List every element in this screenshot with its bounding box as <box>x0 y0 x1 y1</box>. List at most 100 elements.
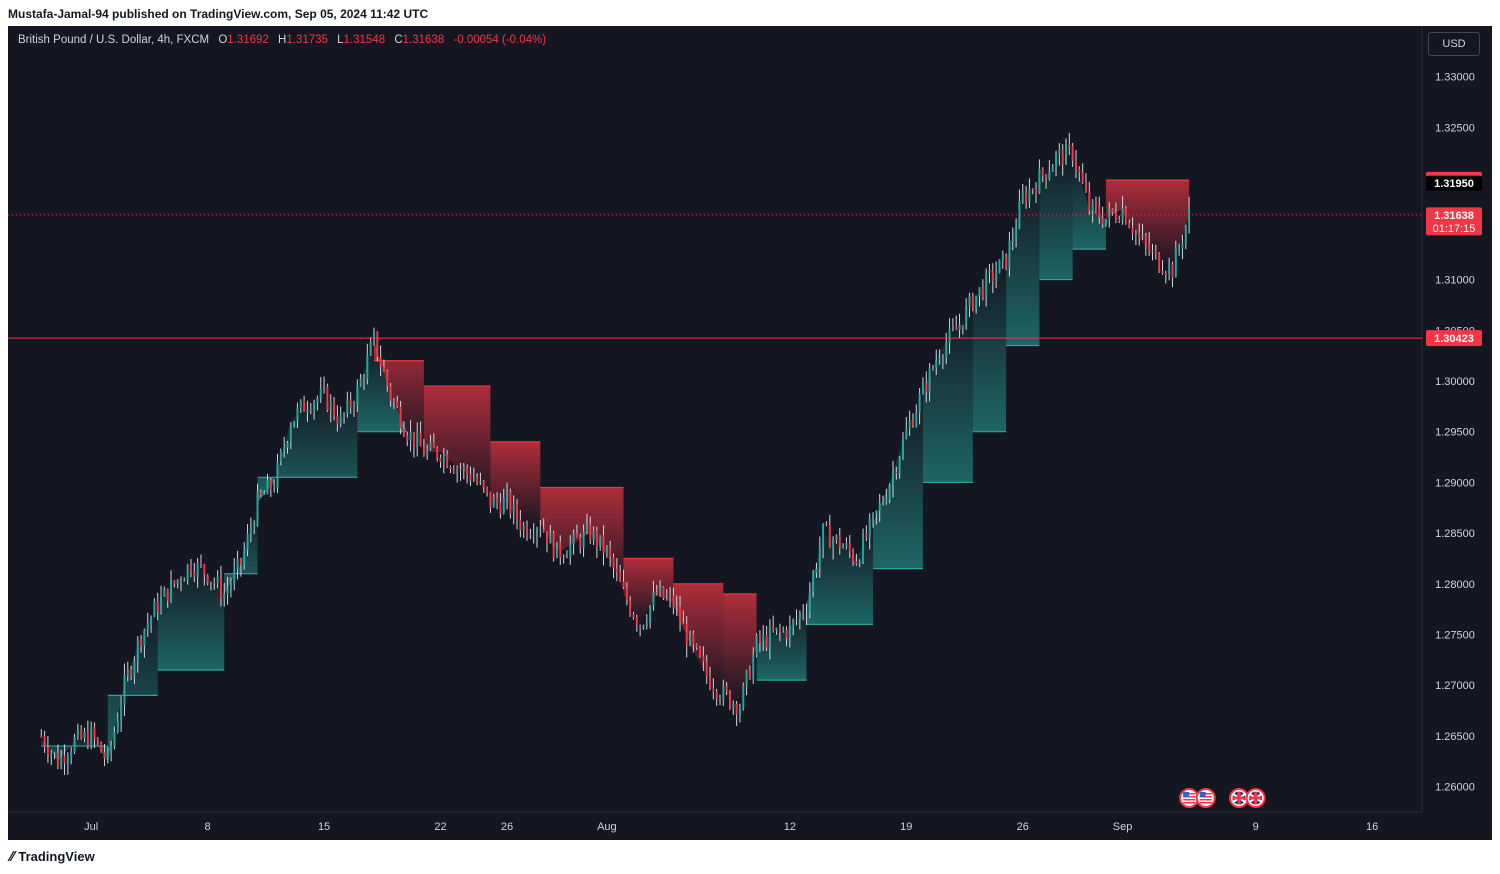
candle-up <box>569 543 572 557</box>
candle-down <box>735 703 738 715</box>
candle-down <box>1074 160 1077 170</box>
currency-button[interactable]: USD <box>1428 32 1480 56</box>
close-value: 1.31638 <box>402 34 445 46</box>
price-axis-label: 1.31950 <box>1434 178 1474 190</box>
candle-down <box>476 478 479 483</box>
x-tick-label: 22 <box>434 821 446 833</box>
candle-down <box>785 629 788 639</box>
candle-up <box>1141 235 1144 237</box>
candle-up <box>642 625 645 628</box>
support-band <box>922 299 973 483</box>
candle-up <box>73 737 76 752</box>
candle-up <box>223 593 226 599</box>
candle-up <box>665 596 668 599</box>
candle-up <box>136 639 139 662</box>
candle-up <box>582 531 585 548</box>
candle-up <box>110 746 113 752</box>
candle-up <box>249 528 252 534</box>
candle-down <box>1068 144 1071 146</box>
candle-down <box>728 691 731 708</box>
candle-down <box>672 595 675 608</box>
candle-down <box>349 399 352 407</box>
candle-up <box>536 529 539 537</box>
x-tick-label: 9 <box>1253 821 1259 833</box>
candle-down <box>725 686 728 692</box>
candle-up <box>539 528 542 530</box>
candle-up <box>83 731 86 738</box>
candle-down <box>991 270 994 282</box>
candle-down <box>595 530 598 547</box>
candle-up <box>456 469 459 473</box>
y-tick-label: 1.31000 <box>1435 275 1475 287</box>
candle-down <box>422 446 425 457</box>
candle-up <box>555 542 558 559</box>
candle-down <box>825 523 828 525</box>
candle-down <box>702 656 705 662</box>
candle-down <box>93 727 96 739</box>
candle-down <box>466 467 469 475</box>
candle-down <box>46 746 49 756</box>
candle-up <box>649 605 652 622</box>
candle-down <box>406 435 409 441</box>
candle-down <box>509 492 512 514</box>
candle-up <box>170 580 173 602</box>
resistance-band <box>1105 180 1190 267</box>
price-chart[interactable]: 1.330001.325001.320001.315001.310001.305… <box>8 26 1492 840</box>
candle-up <box>1021 192 1024 202</box>
candle-down <box>589 524 592 541</box>
candle-up <box>938 358 941 361</box>
candle-down <box>219 576 222 599</box>
candle-down <box>496 497 499 503</box>
candle-up <box>266 480 269 494</box>
candle-up <box>592 530 595 541</box>
candle-down <box>1094 201 1097 207</box>
candle-up <box>862 533 865 562</box>
candle-up <box>279 450 282 462</box>
candle-up <box>329 401 332 411</box>
candle-down <box>1128 223 1131 228</box>
candle-up <box>346 399 349 414</box>
candle-up <box>229 583 232 589</box>
candle-up <box>372 331 375 343</box>
high-label: H <box>278 34 287 46</box>
candle-down <box>828 524 831 548</box>
y-tick-label: 1.27000 <box>1435 680 1475 692</box>
candle-up <box>90 727 93 747</box>
candle-down <box>389 385 392 401</box>
chart-panel[interactable]: 1.330001.325001.320001.315001.310001.305… <box>8 26 1492 840</box>
tradingview-logo[interactable]: ⁄⁄ TradingView <box>10 849 95 865</box>
candle-up <box>1184 225 1187 244</box>
candle-down <box>489 491 492 508</box>
candle-down <box>1144 235 1147 244</box>
candle-up <box>1015 228 1018 239</box>
candle-down <box>639 625 642 628</box>
candle-down <box>386 371 389 386</box>
candle-down <box>562 557 565 559</box>
resistance-band <box>673 583 724 696</box>
candle-up <box>276 461 279 489</box>
candle-up <box>905 428 908 439</box>
candle-up <box>462 467 465 471</box>
candle-down <box>1171 263 1174 278</box>
candle-up <box>273 488 276 490</box>
candle-up <box>885 499 888 502</box>
candle-up <box>1178 247 1181 249</box>
y-tick-label: 1.26500 <box>1435 731 1475 743</box>
support-band <box>873 391 923 569</box>
x-tick-label: Jul <box>84 821 98 833</box>
y-tick-label: 1.28000 <box>1435 579 1475 591</box>
candle-down <box>206 574 209 583</box>
candle-up <box>975 295 978 310</box>
candle-up <box>522 526 525 531</box>
candle-down <box>412 431 415 448</box>
candle-up <box>968 295 971 306</box>
x-tick-label: 16 <box>1366 821 1378 833</box>
candle-down <box>1005 253 1008 269</box>
candle-up <box>492 497 495 508</box>
candle-up <box>908 420 911 429</box>
candle-up <box>941 357 944 359</box>
candle-up <box>60 755 63 768</box>
candle-up <box>795 619 798 621</box>
candle-down <box>655 592 658 594</box>
candle-up <box>768 626 771 648</box>
